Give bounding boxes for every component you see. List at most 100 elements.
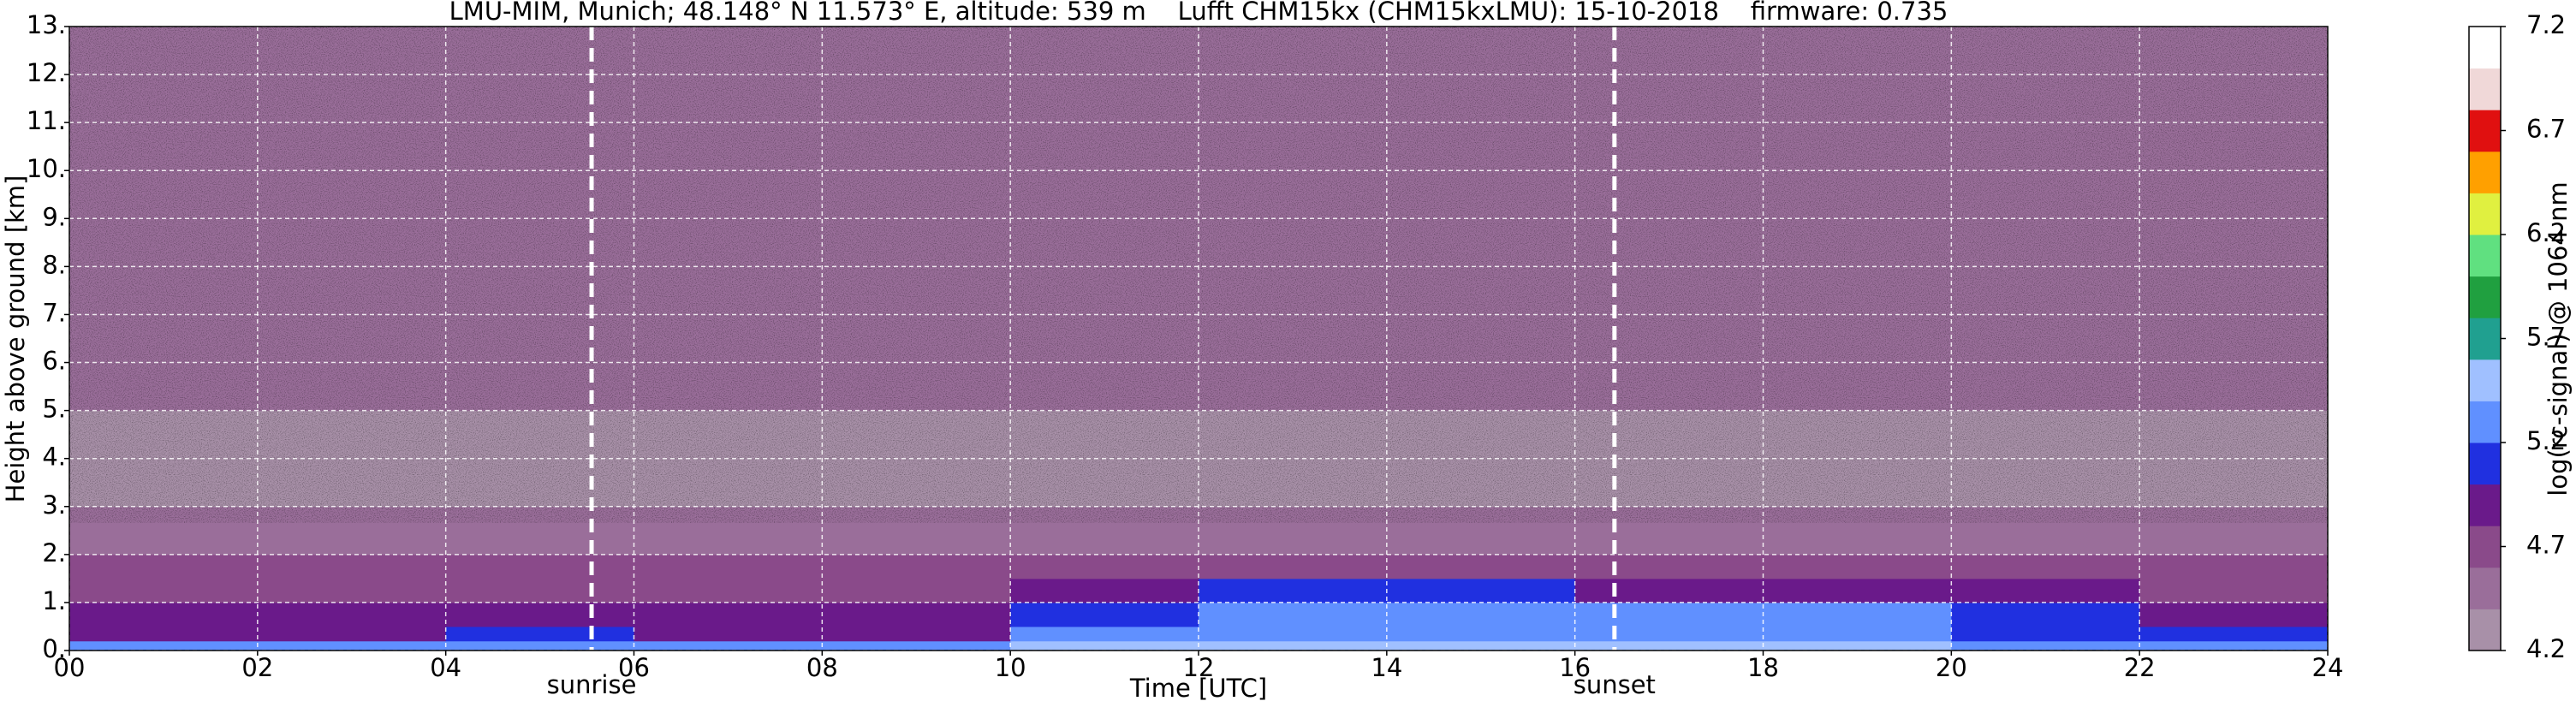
plot-frame: [68, 26, 2329, 651]
heatmap-cell: [2139, 554, 2328, 579]
heatmap-cell: [1951, 602, 2140, 627]
y-tick-label: 11.: [27, 106, 66, 135]
heatmap-cell: [1574, 640, 1764, 651]
colorbar-tick-label: 4.2: [2526, 634, 2566, 663]
heatmap-cell: [1574, 578, 1764, 603]
y-tick-label: 0.: [42, 634, 66, 663]
heatmap-cell: [1574, 626, 1764, 642]
annotation-label: sunset: [1574, 670, 1656, 699]
chart-title: LMU-MIM, Munich; 48.148° N 11.573° E, al…: [449, 0, 1948, 26]
x-tick-label: 10: [995, 653, 1026, 682]
heatmap-cell: [1386, 626, 1576, 642]
heatmap-cell: [822, 578, 1011, 603]
y-tick-label: 12.: [27, 58, 66, 87]
x-tick-label: 18: [1747, 653, 1779, 682]
heatmap-cell: [1574, 602, 1764, 627]
heatmap-cell: [257, 554, 447, 579]
heatmap-cell: [1574, 554, 1764, 579]
x-tick-label: 02: [241, 653, 273, 682]
y-axis-label: Height above ground [km]: [1, 175, 30, 503]
heatmap-cell: [1199, 554, 1388, 579]
colorbar-swatch: [2469, 526, 2501, 568]
heatmap-cell: [1951, 626, 2140, 642]
colorbar-label: log(rc-signal) @ 1064 nm: [2543, 181, 2573, 496]
heatmap-cell: [1951, 554, 2140, 579]
colorbar-swatch: [2469, 276, 2501, 318]
x-tick-label: 04: [430, 653, 461, 682]
heatmap-cell: [1386, 554, 1576, 579]
colorbar-tick-label: 5.7: [2526, 323, 2566, 352]
y-tick-label: 5.: [42, 395, 66, 424]
colorbar-tick-label: 6.7: [2526, 115, 2566, 144]
heatmap-cell: [1199, 602, 1388, 627]
heatmap-cell: [1763, 626, 1952, 642]
colorbar-swatch: [2469, 110, 2501, 152]
heatmap-cell: [445, 626, 634, 642]
colorbar-swatch: [2469, 318, 2501, 360]
annotation-label: sunrise: [547, 670, 637, 699]
y-tick-label: 10.: [27, 154, 66, 183]
x-tick-label: 24: [2312, 653, 2344, 682]
heatmap-cell: [1951, 578, 2140, 603]
colorbar-swatch: [2469, 27, 2501, 69]
x-tick-label: 16: [1559, 653, 1591, 682]
heatmap-cell: [257, 578, 447, 603]
heatmap-cell: [634, 640, 823, 651]
colorbar-swatch: [2469, 68, 2501, 110]
colorbar-tick-label: 7.2: [2526, 10, 2566, 39]
heatmap-cell: [445, 578, 634, 603]
heatmap-cell: [445, 554, 634, 579]
heatmap-cell: [1010, 602, 1199, 627]
heatmap-cell: [257, 602, 447, 627]
y-tick-label: 3.: [42, 490, 66, 520]
heatmap-cell: [634, 602, 823, 627]
x-tick-label: 06: [618, 653, 650, 682]
heatmap-cell: [445, 640, 634, 651]
heatmap-cell: [1010, 626, 1199, 642]
x-tick-label: 22: [2124, 653, 2156, 682]
colorbar-tick-label: 4.7: [2526, 531, 2566, 560]
heatmap-cell: [822, 626, 1011, 642]
heatmap-cell: [69, 626, 259, 642]
x-tick-label: 14: [1371, 653, 1402, 682]
colorbar-swatch: [2469, 484, 2501, 526]
colorbar-swatch: [2469, 443, 2501, 485]
heatmap-cell: [1199, 626, 1388, 642]
heatmap-cell: [1763, 578, 1952, 603]
colorbar-swatch: [2469, 401, 2501, 443]
heatmap-cell: [2139, 578, 2328, 603]
heatmap-cell: [1386, 578, 1576, 603]
heatmap-cell: [1199, 578, 1388, 603]
heatmap-cell: [2139, 640, 2328, 651]
y-tick-label: 9.: [42, 202, 66, 231]
heatmap-cell: [1763, 602, 1952, 627]
heatmap-cell: [1386, 602, 1576, 627]
heatmap-cell: [2139, 602, 2328, 627]
heatmap-cell: [822, 640, 1011, 651]
heatmap-cell: [69, 578, 259, 603]
colorbar-swatch: [2469, 567, 2501, 609]
colorbar-swatch: [2469, 609, 2501, 651]
heatmap-cell: [822, 554, 1011, 579]
heatmap-cell: [1763, 640, 1952, 651]
heatmap-cell: [1763, 554, 1952, 579]
colorbar-swatch: [2469, 193, 2501, 235]
x-tick-label: 00: [54, 653, 86, 682]
y-tick-label: 13.: [27, 10, 66, 39]
heatmap-cell: [1386, 640, 1576, 651]
y-tick-label: 1.: [42, 586, 66, 615]
x-tick-label: 08: [806, 653, 838, 682]
heatmap-cell: [1010, 640, 1199, 651]
colorbar-tick-label: 6.2: [2526, 218, 2566, 247]
y-tick-label: 6.: [42, 347, 66, 376]
heatmap-cell: [69, 554, 259, 579]
heatmap-cell: [69, 640, 259, 651]
x-tick-label: 12: [1183, 653, 1215, 682]
y-tick-label: 2.: [42, 538, 66, 567]
heatmap-cell: [69, 602, 259, 627]
heatmap-cell: [1010, 578, 1199, 603]
heatmap-cell: [2139, 626, 2328, 642]
heatmap-cell: [634, 554, 823, 579]
heatmap-cell: [257, 626, 447, 642]
